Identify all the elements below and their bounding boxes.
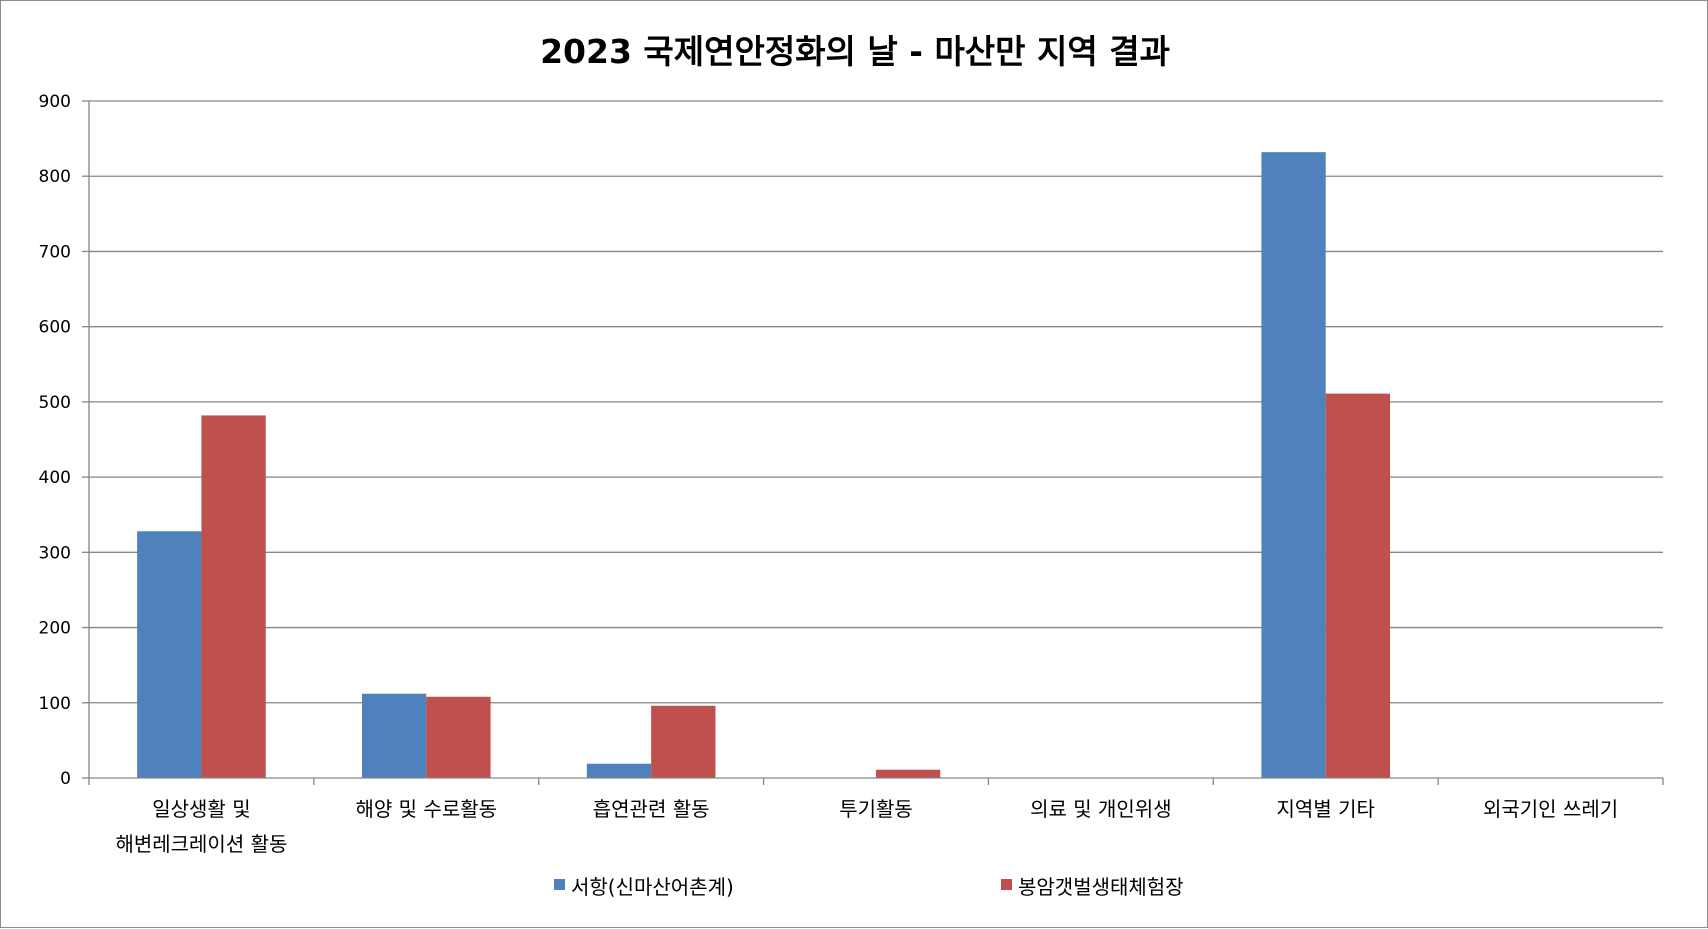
y-tick-label: 0 — [60, 769, 71, 789]
x-category-label: 해양 및 수로활동 — [356, 797, 498, 821]
y-tick-label: 800 — [39, 167, 71, 187]
bar — [651, 705, 716, 778]
bar — [361, 693, 427, 778]
bar — [426, 696, 491, 778]
x-category-label: 일상생활 및 — [152, 797, 250, 821]
bar — [1325, 393, 1391, 778]
legend-swatch — [554, 879, 565, 890]
axes — [88, 101, 1664, 785]
legend-swatch — [1001, 879, 1012, 890]
bar — [137, 531, 202, 778]
y-tick-label: 300 — [39, 543, 71, 563]
bar — [586, 763, 652, 778]
x-category-label: 해변레크레이션 활동 — [115, 832, 287, 856]
legend: 서항(신마산어촌계) 봉암갯벌생태체험장 — [554, 875, 1184, 899]
gridlines — [89, 100, 1663, 704]
y-tick-label: 200 — [39, 619, 71, 639]
y-axis-ticks: 0 100 200 300 400 500 600 700 800 900 — [39, 92, 89, 789]
x-category-label: 외국기인 쓰레기 — [1483, 797, 1618, 821]
x-category-label: 의료 및 개인위생 — [1030, 797, 1172, 821]
chart-title: 2023 국제연안정화의 날 - 마산만 지역 결과 — [540, 32, 1170, 71]
y-tick-label: 600 — [39, 318, 71, 338]
bar — [1261, 152, 1326, 778]
legend-label: 서항(신마산어촌계) — [571, 875, 734, 899]
y-tick-label: 500 — [39, 393, 71, 413]
x-category-label: 투기활동 — [839, 797, 913, 821]
bars — [137, 152, 1391, 778]
bar — [876, 769, 941, 778]
y-tick-label: 700 — [39, 242, 71, 262]
x-category-label: 흡연관련 활동 — [593, 797, 710, 821]
bar — [201, 415, 266, 778]
legend-label: 봉암갯벌생태체험장 — [1018, 875, 1184, 899]
y-tick-label: 900 — [39, 92, 71, 112]
x-category-label: 지역별 기타 — [1277, 797, 1375, 821]
y-tick-label: 100 — [39, 694, 71, 714]
y-tick-label: 400 — [39, 468, 71, 488]
